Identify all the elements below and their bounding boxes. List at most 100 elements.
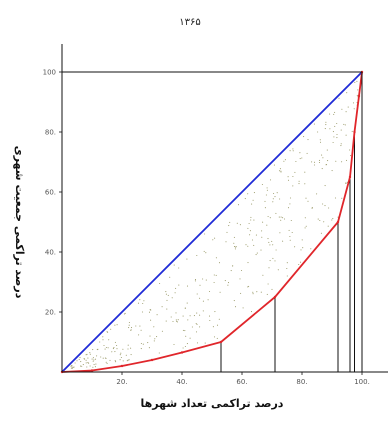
- scatter-dot: [269, 179, 272, 181]
- scatter-dot: [226, 231, 228, 233]
- scatter-dot: [347, 106, 349, 108]
- scatter-dot: [303, 136, 305, 138]
- scatter-dot: [318, 161, 321, 164]
- scatter-dot: [70, 367, 72, 369]
- scatter-dot: [140, 329, 142, 331]
- scatter-dot: [227, 284, 229, 286]
- scatter-dot: [304, 217, 306, 219]
- scatter-dot: [195, 322, 197, 325]
- y-tick-label: 60.: [45, 189, 56, 197]
- lorenz-point: [90, 369, 94, 372]
- scatter-dot: [92, 366, 94, 368]
- scatter-dot: [130, 347, 132, 349]
- scatter-dot: [196, 342, 199, 344]
- lorenz-point: [353, 130, 356, 134]
- y-tick-label: 40.: [45, 249, 56, 257]
- scatter-dot: [73, 366, 75, 368]
- scatter-dot: [324, 205, 326, 207]
- scatter-dot: [126, 360, 128, 362]
- scatter-dot: [196, 254, 198, 257]
- scatter-dot: [70, 365, 73, 367]
- scatter-dot: [105, 361, 107, 363]
- scatter-dot: [327, 225, 329, 227]
- scatter-dot: [153, 326, 155, 328]
- scatter-dot: [82, 364, 84, 366]
- scatter-dot: [213, 336, 216, 338]
- scatter-dot: [120, 352, 122, 354]
- scatter-dot: [305, 197, 307, 199]
- scatter-dot: [158, 352, 160, 354]
- scatter-dot: [207, 299, 209, 301]
- scatter-dot: [176, 321, 178, 323]
- scatter-dot: [311, 161, 313, 163]
- scatter-dot: [235, 246, 237, 248]
- scatter-dot: [256, 252, 258, 254]
- y-tick-label: 100: [43, 69, 56, 77]
- scatter-dot: [316, 193, 318, 195]
- scatter-dot: [260, 291, 262, 293]
- scatter-dot: [119, 354, 121, 356]
- plot-frame: [61, 44, 388, 373]
- scatter-dot: [150, 309, 152, 311]
- scatter-dot: [234, 306, 237, 308]
- scatter-dot: [99, 341, 101, 343]
- scatter-dot: [306, 152, 308, 154]
- scatter-dot: [85, 359, 87, 361]
- scatter-dot: [234, 248, 236, 250]
- scatter-dot: [114, 341, 116, 343]
- scatter-dot: [319, 141, 322, 143]
- scatter-dot: [250, 216, 252, 218]
- scatter-dot: [245, 244, 247, 246]
- scatter-dot: [335, 160, 337, 162]
- scatter-dot: [212, 239, 214, 241]
- scatter-dot: [334, 125, 336, 127]
- scatter-dot: [289, 197, 292, 199]
- scatter-dot: [294, 171, 296, 173]
- scatter-dot: [92, 357, 94, 359]
- scatter-dot: [229, 221, 231, 223]
- scatter-dot: [247, 193, 249, 195]
- scatter-dot: [94, 358, 97, 360]
- scatter-dot: [253, 219, 255, 221]
- scatter-dot: [336, 122, 338, 125]
- scatter-dot: [282, 217, 284, 219]
- scatter-dot: [161, 306, 163, 308]
- scatter-dot: [85, 362, 87, 364]
- scatter-dot: [139, 299, 141, 301]
- scatter-dot: [299, 261, 302, 263]
- scatter-dot: [279, 198, 281, 200]
- scatter-dot: [102, 339, 104, 341]
- scatter-dot: [250, 311, 253, 313]
- scatter-dot: [165, 320, 167, 322]
- scatter-dot: [123, 313, 126, 315]
- scatter-dot: [287, 207, 290, 209]
- scatter-dot: [172, 320, 174, 323]
- scatter-dot: [148, 311, 151, 313]
- scatter-dot: [272, 257, 274, 259]
- scatter-dot: [96, 355, 98, 357]
- scatter-dot: [127, 359, 129, 361]
- scatter-dot: [336, 137, 338, 139]
- scatter-dot: [322, 157, 324, 159]
- scatter-dot: [196, 312, 198, 314]
- scatter-dot: [127, 344, 129, 346]
- scatter-dot: [106, 362, 108, 364]
- scatter-dot: [137, 302, 140, 304]
- scatter-dot: [247, 286, 249, 288]
- scatter-dot: [156, 336, 158, 338]
- scatter-dot: [324, 185, 326, 187]
- scatter-dot: [289, 150, 291, 152]
- scatter-dot: [262, 274, 264, 276]
- scatter-dot: [266, 189, 268, 191]
- scatter-dot: [340, 129, 342, 131]
- scatter-dot: [276, 192, 278, 194]
- scatter-dot: [165, 291, 167, 293]
- scatter-dot: [204, 233, 206, 235]
- scatter-dot: [253, 244, 255, 246]
- scatter-dot: [323, 221, 325, 223]
- scatter-dot: [218, 262, 221, 264]
- scatter-dot: [301, 239, 303, 241]
- scatter-dot: [252, 293, 254, 295]
- scatter-dot: [96, 349, 98, 351]
